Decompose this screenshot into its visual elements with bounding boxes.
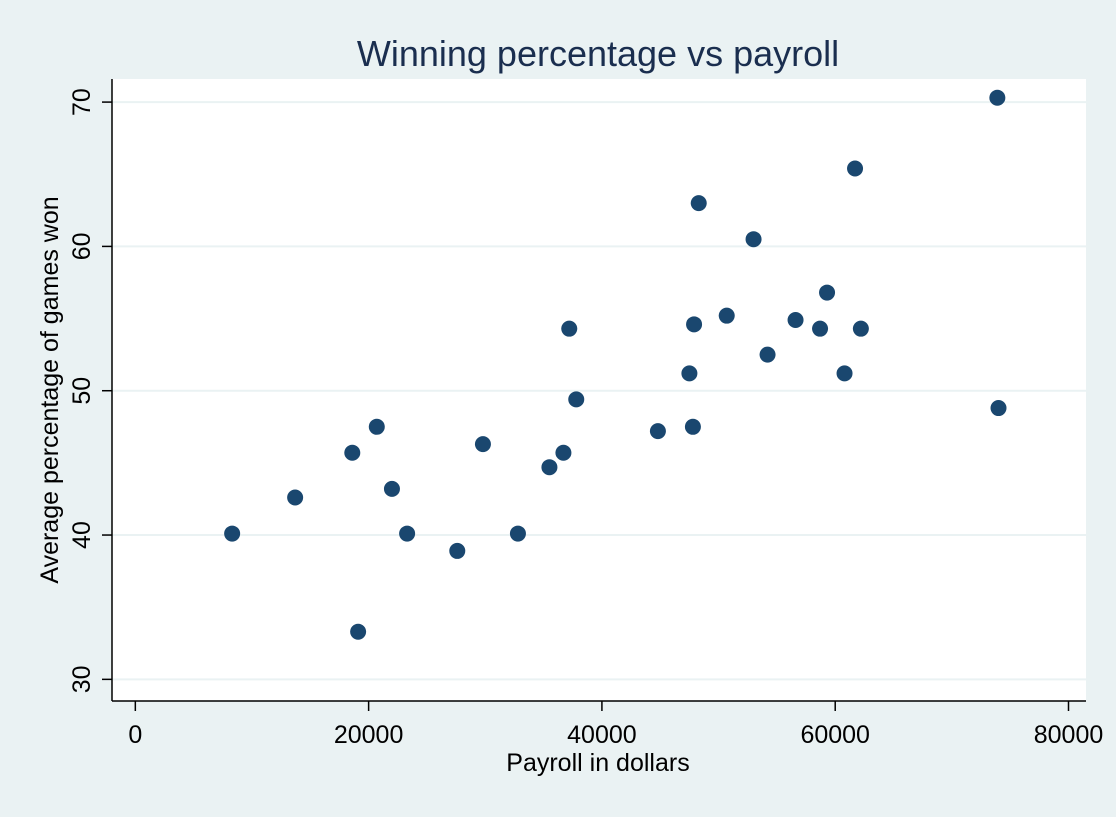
data-point [509, 525, 526, 542]
y-tick-label: 30 [68, 665, 96, 693]
chart-title: Winning percentage vs payroll [357, 33, 839, 74]
x-tick-label: 40000 [567, 721, 637, 749]
data-point [350, 623, 367, 640]
x-tick-label: 80000 [1034, 721, 1104, 749]
data-point [847, 160, 864, 177]
data-point [474, 436, 491, 453]
tick-labels: 0 20000 40000 60000 80000 30 40 50 60 70 [68, 88, 1103, 749]
data-point [561, 320, 578, 337]
data-point [449, 542, 466, 559]
data-point [287, 489, 304, 506]
data-point [684, 418, 701, 435]
data-point [990, 400, 1007, 417]
data-point [686, 316, 703, 333]
data-point [718, 307, 735, 324]
data-point [690, 195, 707, 212]
y-axis-label: Average percentage of games won [36, 196, 64, 583]
data-point [555, 444, 572, 461]
data-point [649, 423, 666, 440]
data-point [681, 365, 698, 382]
data-point [344, 444, 361, 461]
data-point [989, 89, 1006, 106]
axes [102, 79, 1086, 711]
x-tick-label: 60000 [800, 721, 870, 749]
y-tick-label: 60 [68, 232, 96, 260]
data-point [383, 480, 400, 497]
data-point [759, 346, 776, 363]
x-tick-label: 0 [128, 721, 142, 749]
data-point [368, 418, 385, 435]
grid-lines [112, 101, 1086, 681]
x-tick-label: 20000 [334, 721, 404, 749]
data-point [787, 312, 804, 329]
x-axis-label: Payroll in dollars [506, 749, 689, 777]
data-point [399, 525, 416, 542]
data-points [224, 89, 1007, 640]
data-point [812, 320, 829, 337]
y-tick-label: 40 [68, 521, 96, 549]
data-point [852, 320, 869, 337]
y-tick-label: 50 [68, 377, 96, 405]
data-point [224, 525, 241, 542]
data-point [836, 365, 853, 382]
data-point [541, 459, 558, 476]
data-point [568, 391, 585, 408]
data-point [745, 231, 762, 248]
y-tick-label: 70 [68, 88, 96, 116]
data-point [819, 284, 836, 301]
